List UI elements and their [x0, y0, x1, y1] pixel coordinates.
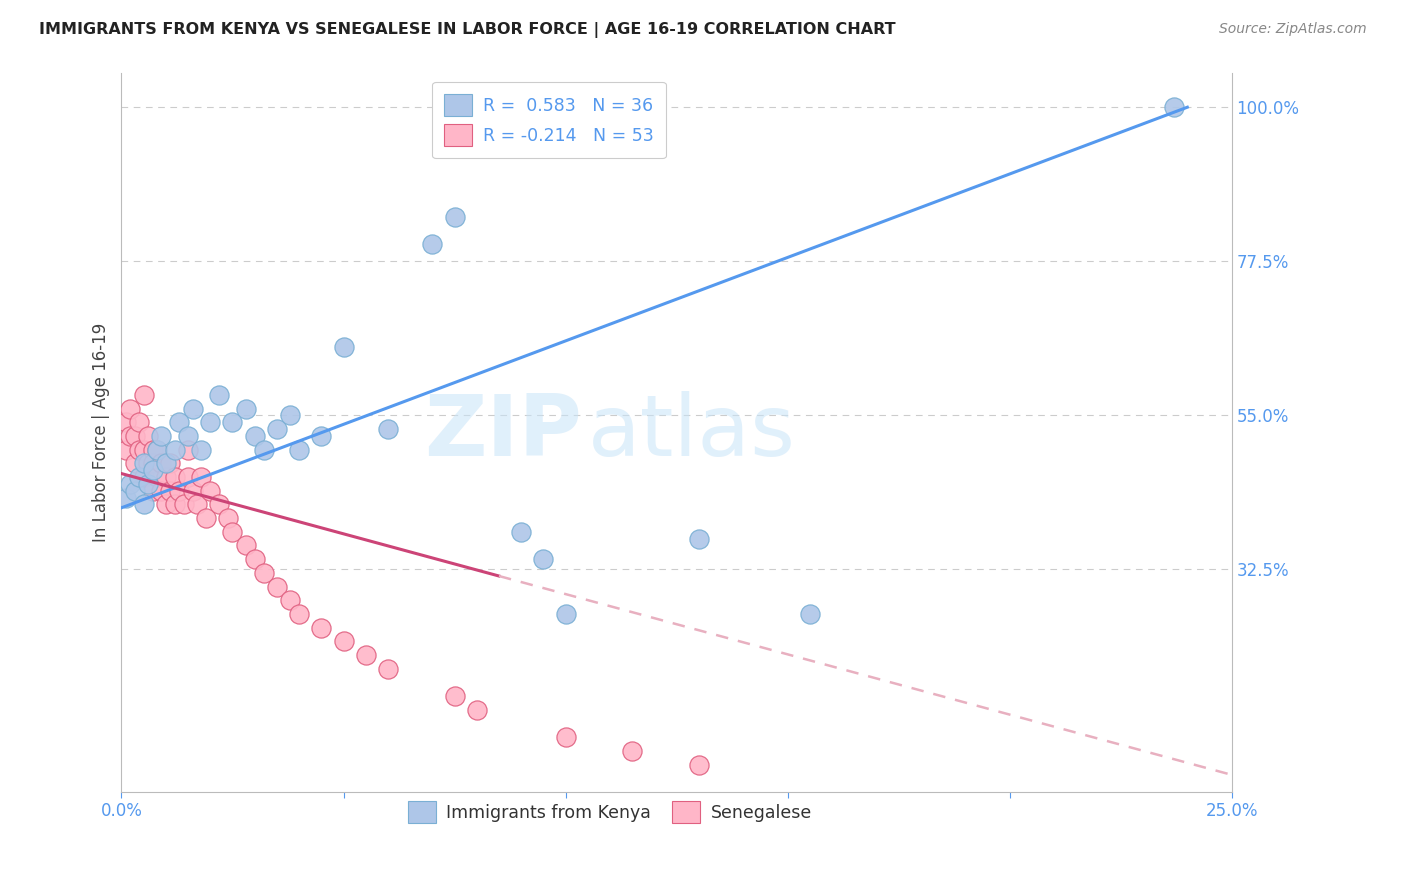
Point	[136, 456, 159, 470]
Point	[141, 442, 163, 457]
Point	[150, 456, 173, 470]
Point	[443, 210, 465, 224]
Point	[124, 483, 146, 498]
Point	[266, 422, 288, 436]
Point	[554, 607, 576, 621]
Point	[554, 730, 576, 744]
Point	[243, 429, 266, 443]
Y-axis label: In Labor Force | Age 16-19: In Labor Force | Age 16-19	[93, 323, 110, 542]
Point	[159, 483, 181, 498]
Point	[163, 497, 186, 511]
Point	[531, 552, 554, 566]
Point	[208, 388, 231, 402]
Point	[208, 497, 231, 511]
Point	[190, 442, 212, 457]
Point	[146, 442, 169, 457]
Point	[332, 634, 354, 648]
Point	[278, 593, 301, 607]
Legend: Immigrants from Kenya, Senegalese: Immigrants from Kenya, Senegalese	[401, 794, 818, 830]
Point	[155, 470, 177, 484]
Point	[159, 456, 181, 470]
Point	[141, 483, 163, 498]
Point	[243, 552, 266, 566]
Point	[278, 409, 301, 423]
Point	[194, 511, 217, 525]
Point	[150, 429, 173, 443]
Point	[252, 442, 274, 457]
Point	[443, 689, 465, 703]
Point	[200, 415, 222, 429]
Point	[181, 483, 204, 498]
Point	[128, 470, 150, 484]
Point	[146, 470, 169, 484]
Point	[141, 463, 163, 477]
Point	[155, 497, 177, 511]
Point	[115, 415, 138, 429]
Point	[688, 757, 710, 772]
Point	[120, 476, 142, 491]
Point	[186, 497, 208, 511]
Point	[173, 497, 195, 511]
Point	[115, 442, 138, 457]
Point	[120, 401, 142, 416]
Text: ZIP: ZIP	[425, 391, 582, 474]
Point	[132, 456, 155, 470]
Point	[181, 401, 204, 416]
Point	[167, 483, 190, 498]
Point	[377, 662, 399, 676]
Point	[217, 511, 239, 525]
Point	[266, 580, 288, 594]
Point	[132, 388, 155, 402]
Point	[167, 415, 190, 429]
Point	[235, 401, 257, 416]
Point	[141, 456, 163, 470]
Point	[163, 442, 186, 457]
Point	[377, 422, 399, 436]
Point	[163, 470, 186, 484]
Point	[124, 456, 146, 470]
Point	[235, 539, 257, 553]
Text: Source: ZipAtlas.com: Source: ZipAtlas.com	[1219, 22, 1367, 37]
Point	[146, 442, 169, 457]
Point	[311, 621, 333, 635]
Point	[354, 648, 377, 662]
Point	[132, 442, 155, 457]
Point	[288, 607, 311, 621]
Point	[155, 456, 177, 470]
Point	[252, 566, 274, 580]
Point	[136, 429, 159, 443]
Point	[190, 470, 212, 484]
Point	[465, 703, 488, 717]
Point	[177, 470, 200, 484]
Point	[132, 470, 155, 484]
Point	[136, 476, 159, 491]
Point	[124, 429, 146, 443]
Point	[510, 524, 533, 539]
Text: atlas: atlas	[588, 391, 796, 474]
Point	[288, 442, 311, 457]
Point	[177, 442, 200, 457]
Point	[311, 429, 333, 443]
Point	[621, 744, 644, 758]
Point	[120, 429, 142, 443]
Point	[128, 415, 150, 429]
Point	[177, 429, 200, 443]
Point	[420, 237, 443, 252]
Point	[132, 497, 155, 511]
Point	[688, 532, 710, 546]
Point	[799, 607, 821, 621]
Point	[115, 491, 138, 505]
Point	[1163, 100, 1185, 114]
Point	[128, 442, 150, 457]
Point	[221, 524, 243, 539]
Point	[150, 483, 173, 498]
Point	[332, 340, 354, 354]
Text: IMMIGRANTS FROM KENYA VS SENEGALESE IN LABOR FORCE | AGE 16-19 CORRELATION CHART: IMMIGRANTS FROM KENYA VS SENEGALESE IN L…	[39, 22, 896, 38]
Point	[221, 415, 243, 429]
Point	[200, 483, 222, 498]
